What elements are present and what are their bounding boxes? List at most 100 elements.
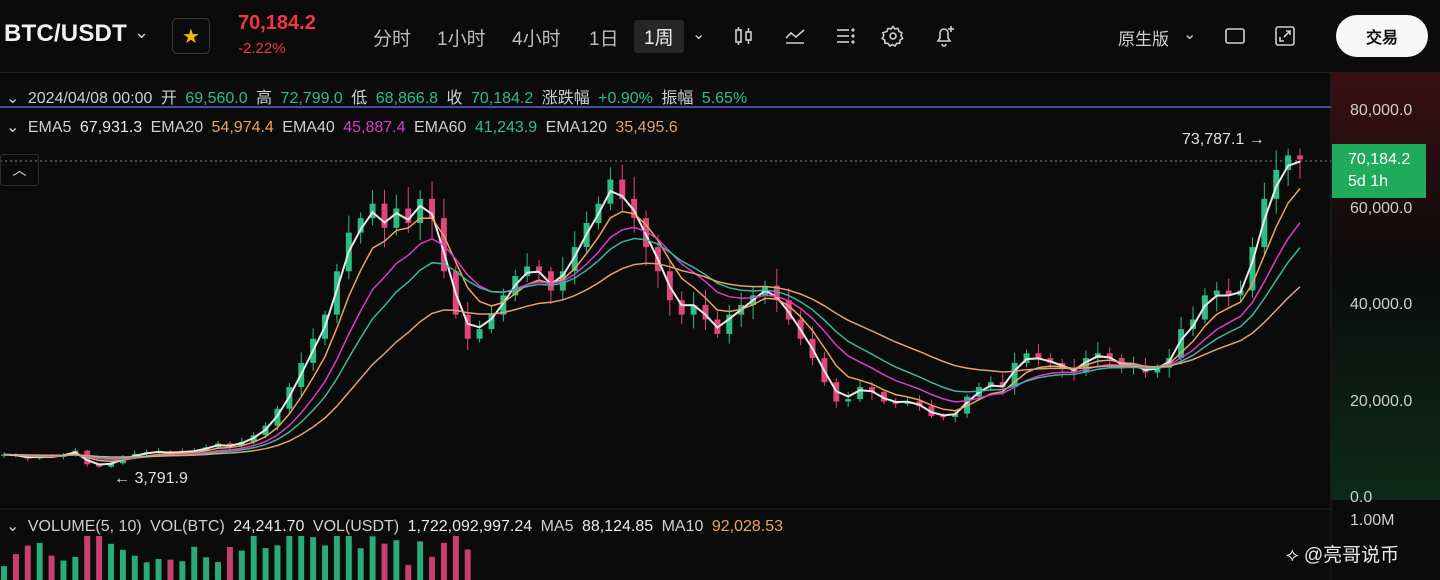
volume-bar: [1, 566, 7, 580]
candle-body: [868, 387, 875, 392]
timeframe-tab-fen[interactable]: 分时: [373, 29, 412, 50]
candle-body: [1213, 290, 1220, 296]
volume-bar: [203, 557, 210, 580]
candle-body: [1225, 290, 1232, 296]
ema120-label: EMA120: [545, 119, 607, 136]
candle-body: [1178, 329, 1185, 359]
timeframe-tab-1w[interactable]: 1周: [634, 20, 684, 53]
ema120-line: [3, 262, 1301, 458]
candle-body: [488, 314, 495, 330]
volume-bar: [131, 555, 138, 580]
collapse-toggle-button[interactable]: ︿: [0, 154, 39, 186]
timeframe-tab-4h[interactable]: 4小时: [512, 29, 561, 50]
change-label: 涨跌幅: [541, 90, 590, 107]
ema60-line: [3, 237, 1301, 460]
close-label: 收: [446, 90, 463, 107]
fullscreen-icon[interactable]: [1271, 22, 1299, 50]
ma10-value: 92,028.53: [711, 518, 784, 535]
candle-type-icon[interactable]: [730, 22, 758, 50]
chart-mode-select[interactable]: 原生版: [1118, 30, 1169, 49]
candle-body: [999, 382, 1006, 388]
volume-bar: [429, 556, 436, 580]
chevron-down-icon[interactable]: ⌄: [6, 90, 20, 107]
ohlc-info-row: ⌄ 2024/04/08 00:00 开 69,560.0 高 72,799.0…: [6, 84, 751, 108]
volume-bar: [381, 543, 388, 580]
candle-body: [1285, 155, 1292, 170]
candle-body: [1273, 169, 1280, 199]
volume-bar: [250, 536, 257, 580]
volume-bar: [333, 536, 340, 580]
timeframe-tab-1h[interactable]: 1小时: [437, 29, 486, 50]
volume-info-row: ⌄ VOLUME(5, 10) VOL(BTC) 24,241.70 VOL(U…: [6, 516, 787, 536]
ema5-line: [3, 160, 1301, 466]
symbol-name[interactable]: BTC/USDT: [4, 20, 127, 47]
chevron-down-icon[interactable]: ⌄: [1183, 26, 1197, 43]
ema40-value: 45,887.4: [343, 119, 406, 136]
volume-bar: [369, 536, 376, 580]
volume-bar: [262, 548, 269, 580]
volume-bar: [96, 536, 103, 580]
price-change-pct: -2.22%: [238, 40, 286, 57]
amplitude-value: 5.65%: [701, 90, 748, 107]
volume-bar: [345, 536, 352, 580]
favorite-star-icon[interactable]: ★: [172, 18, 210, 54]
candle-body: [940, 415, 947, 418]
layout-icon[interactable]: [1221, 22, 1249, 50]
open-label: 开: [160, 90, 177, 107]
candle-body: [536, 266, 543, 272]
ema5-label: EMA5: [27, 119, 72, 136]
alert-add-icon[interactable]: [931, 22, 959, 50]
top-toolbar: BTC/USDT ⌄ ★ 70,184.2 -2.22% 分时 1小时 4小时 …: [0, 0, 1440, 72]
volume-bar: [322, 545, 328, 580]
candle-body: [429, 198, 436, 219]
last-price: 70,184.2: [238, 12, 316, 34]
candle-body: [393, 208, 400, 228]
chevron-down-icon[interactable]: ⌄: [692, 26, 706, 43]
volume-bar: [226, 547, 233, 580]
volume-bar: [84, 536, 91, 580]
volume-bar: [179, 561, 186, 580]
high-value: 72,799.0: [280, 90, 343, 107]
timeframe-tab-1d[interactable]: 1日: [589, 29, 619, 50]
candle-body: [1154, 367, 1161, 373]
candle-countdown: 5d 1h: [1348, 173, 1389, 190]
candle-body: [1166, 358, 1173, 368]
candle-body: [1011, 362, 1018, 388]
candle-body: [726, 314, 733, 334]
chevron-down-icon[interactable]: ⌄: [6, 119, 20, 136]
candle-body: [678, 300, 685, 315]
volume-bar: [48, 555, 55, 580]
chevron-down-icon[interactable]: ⌄: [6, 518, 20, 535]
candle-body: [1297, 155, 1303, 160]
volume-bar: [298, 536, 305, 580]
low-label: 低: [351, 90, 368, 107]
current-price-tag: 70,184.2 5d 1h: [1332, 144, 1426, 198]
ema120-value: 35,495.6: [615, 119, 678, 136]
indicator-icon[interactable]: [781, 22, 809, 50]
y-tick-20000: 20,000.0: [1350, 393, 1413, 410]
candle-body: [1249, 247, 1256, 291]
settings-icon[interactable]: [879, 22, 907, 50]
price-axis-panel: [1331, 73, 1440, 500]
volume-bar: [119, 549, 126, 580]
ma5-label: MA5: [540, 518, 574, 535]
ema5-value: 67,931.3: [79, 119, 143, 136]
drawing-list-icon[interactable]: [831, 22, 859, 50]
candle-body: [381, 203, 388, 228]
volume-bar: [286, 536, 293, 580]
candle-body: [108, 463, 114, 467]
volume-bar: [143, 562, 150, 580]
candle-body: [571, 247, 578, 272]
volume-bar: [452, 536, 459, 580]
ma5-value: 88,124.85: [581, 518, 654, 535]
chevron-down-icon[interactable]: ⌄: [134, 22, 150, 42]
candle-body: [631, 198, 638, 219]
volume-bar: [238, 550, 245, 580]
volume-axis-max: 1.00M: [1350, 512, 1395, 529]
volume-bar: [155, 559, 162, 580]
trade-button[interactable]: 交易: [1336, 15, 1428, 57]
candle-body: [547, 271, 554, 291]
candle-body: [964, 396, 971, 414]
volume-title: VOLUME(5, 10): [27, 518, 142, 535]
high-label: 高: [256, 90, 273, 107]
